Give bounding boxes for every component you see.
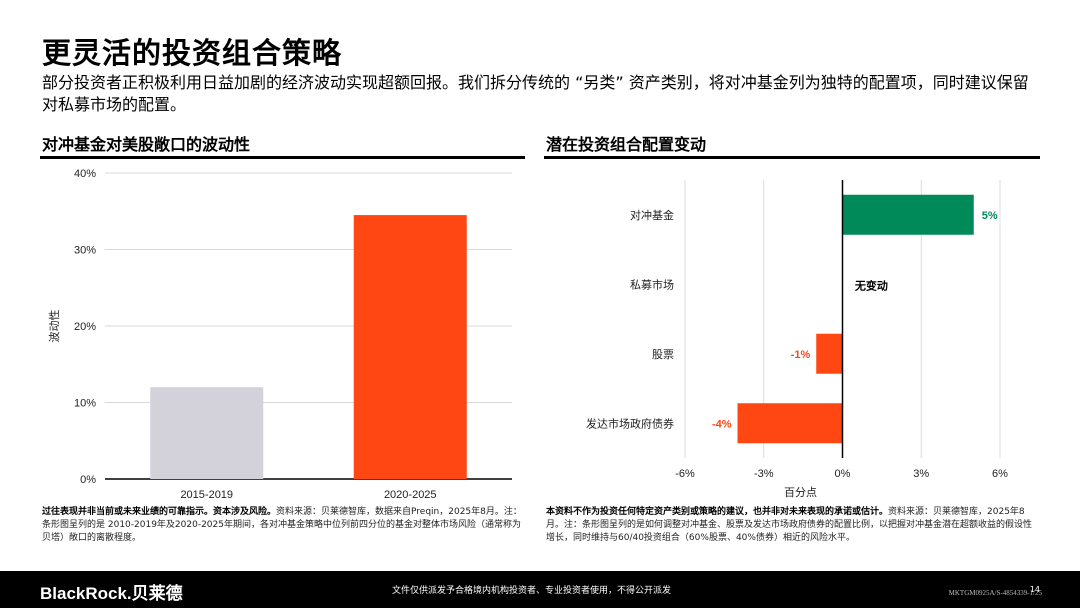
right-title-rule [544,156,1040,159]
category-label: 发达市场政府债券 [586,416,674,430]
right-footnote-text: 资料来源：贝莱德智库，2025年8月。注：条形图呈列的是如何调整对冲基金、股票及… [546,507,1033,543]
y-tick-label: 0% [80,474,96,486]
value-label: -1% [791,349,811,361]
y-axis-label: 波动性 [47,310,61,343]
left-footnote-text: 资料来源：贝莱德智库，数据来自Preqin，2025年8月。注：条形图呈列的是 … [42,507,522,543]
bar [816,333,843,374]
x-axis-label: 百分点 [784,486,817,499]
blackrock-logo: BlackRock.贝莱德 [40,584,183,603]
y-tick-label: 30% [74,245,96,257]
x-tick-label: 6% [992,468,1008,480]
category-label: 私募市场 [630,277,674,291]
left-footnote: 过往表现并非当前或未来业绩的可靠指示。资本涉及风险。资料来源：贝莱德智库，数据来… [42,506,522,545]
bar [353,215,467,479]
x-tick-label: 2020-2025 [384,489,437,501]
footer-disclaimer: 文件仅供派发予合格境内机构投资者、专业投资者使用，不得公开派发 [392,586,672,596]
page-subtitle: 部分投资者正积极利用日益加剧的经济波动实现超额回报。我们拆分传统的 “另类” 资… [42,73,1029,114]
left-title-rule [40,156,525,159]
bar [150,387,264,479]
category-label: 对冲基金 [630,208,674,222]
page-title: 更灵活的投资组合策略 [42,36,343,70]
y-tick-label: 40% [74,168,96,180]
x-tick-label: -6% [675,468,695,480]
x-tick-label: 3% [913,468,929,480]
volatility-bar-chart: 0% 10% 20% 30% 40% 2015-2019 2020-2025 波动性 [47,168,512,501]
value-label: 5% [982,210,998,222]
value-label: 无变动 [854,278,888,292]
document-code: MKTGM0925A/S-4854339-1/25 [948,589,1042,597]
page-number: 14 [1029,585,1040,594]
left-footnote-bold: 过往表现并非当前或未来业绩的可靠指示。资本涉及风险。 [42,507,277,517]
right-chart-title: 潜在投资组合配置变动 [546,135,707,154]
x-tick-label: 0% [835,468,851,480]
x-tick-label: 2015-2019 [180,489,233,501]
category-label: 股票 [652,348,674,361]
footer-bar: BlackRock.贝莱德 文件仅供派发予合格境内机构投资者、专业投资者使用，不… [0,571,1080,608]
right-footnote-bold: 本资料不作为投资任何特定资产类别或策略的建议，也并非对未来表现的承诺或估计。 [546,507,889,517]
bar [842,194,974,235]
x-tick-label: -3% [754,468,774,480]
left-chart-title: 对冲基金对美股敞口的波动性 [42,135,251,154]
bar [737,403,843,444]
y-tick-label: 10% [74,398,96,410]
right-footnote: 本资料不作为投资任何特定资产类别或策略的建议，也并非对未来表现的承诺或估计。资料… [546,506,1038,545]
y-tick-label: 20% [74,321,96,333]
value-label: -4% [712,418,732,430]
